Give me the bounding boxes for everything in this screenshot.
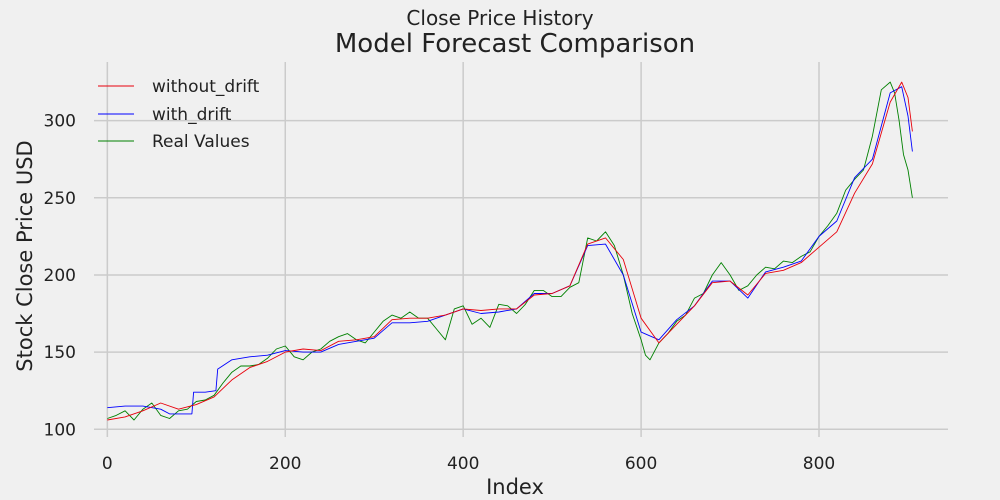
series-lines <box>107 81 913 421</box>
x-tick-label: 600 <box>625 454 657 474</box>
legend: without_drift with_drift Real Values <box>98 77 260 152</box>
y-tick-label: 250 <box>44 189 76 209</box>
series-line-with-drift <box>107 86 913 415</box>
chart-title: Model Forecast Comparison <box>335 29 695 59</box>
y-tick-label: 150 <box>44 343 76 363</box>
y-tick-label: 300 <box>44 112 76 132</box>
tick-labels: 0 200 400 600 800 100 150 200 250 300 <box>44 112 836 474</box>
x-tick-label: 200 <box>269 454 301 474</box>
legend-label-with-drift: with_drift <box>152 105 232 125</box>
x-tick-label: 800 <box>803 454 835 474</box>
x-tick-label: 0 <box>102 454 113 474</box>
chart-suptitle: Close Price History <box>406 6 593 30</box>
x-axis-label: Index <box>486 475 544 499</box>
y-tick-label: 200 <box>44 266 76 286</box>
series-line-without-drift <box>107 81 913 421</box>
series-line-real-values <box>107 81 913 421</box>
legend-label-without-drift: without_drift <box>152 77 260 97</box>
x-tick-label: 400 <box>447 454 479 474</box>
y-axis-label: Stock Close Price USD <box>13 140 37 371</box>
grid <box>94 62 948 437</box>
y-tick-label: 100 <box>44 420 76 440</box>
legend-label-real-values: Real Values <box>152 132 250 152</box>
